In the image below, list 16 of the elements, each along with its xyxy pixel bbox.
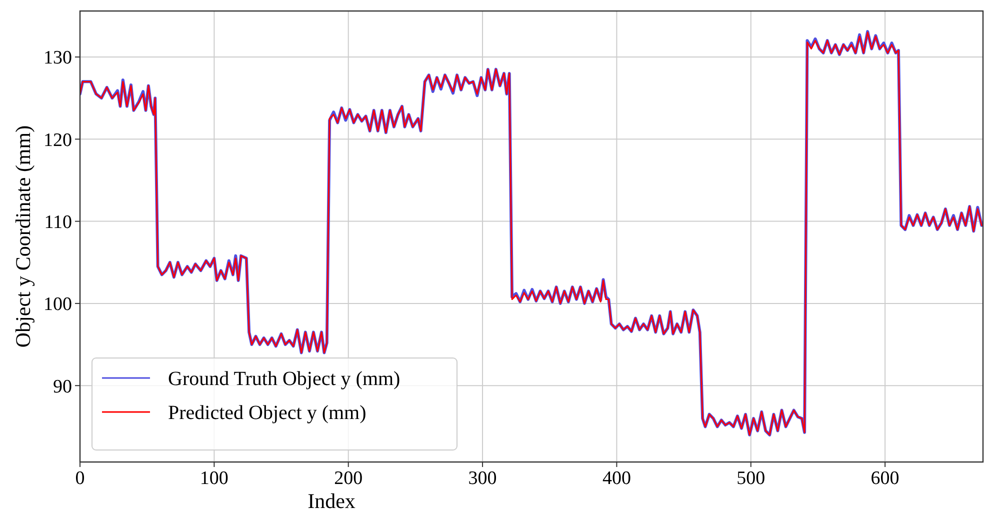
x-tick-label: 300 (468, 468, 497, 489)
y-tick-label: 110 (44, 212, 72, 233)
legend-label: Predicted Object y (mm) (168, 402, 366, 424)
x-tick-label: 400 (602, 468, 631, 489)
x-tick-label: 0 (75, 468, 85, 489)
x-tick-label: 200 (334, 468, 363, 489)
y-tick-label: 130 (44, 48, 72, 69)
x-axis-title: Index (308, 489, 356, 513)
y-axis-title: Object y Coordinate (mm) (11, 125, 35, 348)
x-tick-label: 600 (870, 468, 900, 489)
x-tick-label: 100 (200, 468, 228, 489)
legend-label: Ground Truth Object y (mm) (168, 368, 400, 390)
y-tick-label: 100 (44, 294, 72, 316)
y-tick-label: 120 (44, 130, 72, 151)
x-tick-label: 500 (736, 468, 766, 489)
y-tick-label: 90 (53, 376, 72, 398)
